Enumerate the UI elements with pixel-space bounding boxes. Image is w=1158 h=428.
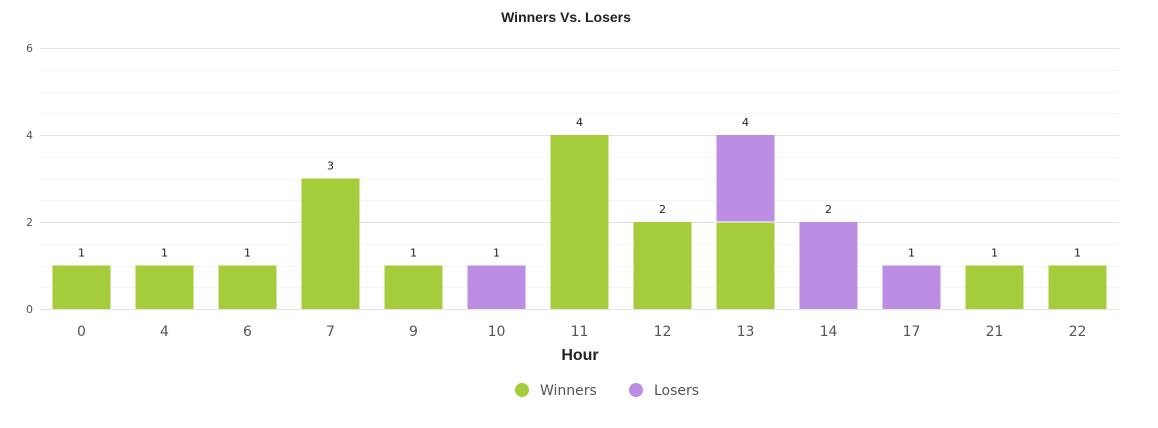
y-tick-label: 4 <box>26 129 33 142</box>
y-axis: 0 2 4 6 <box>26 42 33 316</box>
data-label: 1 <box>410 247 417 260</box>
y-tick-label: 6 <box>26 42 33 55</box>
x-tick-label: 13 <box>737 324 755 340</box>
y-tick-label: 0 <box>26 303 33 316</box>
x-axis-label: Hour <box>561 347 598 364</box>
x-tick-label: 14 <box>820 324 838 340</box>
data-label: 2 <box>825 203 832 216</box>
legend-label-losers: Losers <box>654 383 699 399</box>
legend: Winners Losers <box>515 383 699 399</box>
legend-label-winners: Winners <box>540 383 597 399</box>
data-label: 1 <box>78 247 85 260</box>
x-tick-label: 9 <box>409 324 418 340</box>
data-label: 1 <box>908 247 915 260</box>
x-tick-label: 0 <box>77 324 86 340</box>
data-label: 4 <box>742 116 749 129</box>
bar-winners <box>384 265 443 309</box>
x-tick-label: 4 <box>160 324 169 340</box>
legend-marker-winners <box>515 383 529 397</box>
data-label: 2 <box>659 203 666 216</box>
x-tick-label: 11 <box>571 324 589 340</box>
x-tick-label: 12 <box>654 324 672 340</box>
bar-winners <box>52 265 111 309</box>
bar-winners <box>550 135 609 309</box>
bar-winners <box>633 222 692 309</box>
data-label: 3 <box>327 160 334 173</box>
bar-winners <box>1048 265 1107 309</box>
data-label: 1 <box>493 247 500 260</box>
data-label: 1 <box>244 247 251 260</box>
legend-marker-losers <box>629 383 643 397</box>
data-label: 1 <box>1074 247 1081 260</box>
x-axis: 0 4 6 7 9 10 11 12 13 14 17 21 22 <box>77 324 1086 340</box>
bar-winners <box>965 265 1024 309</box>
bar-winners <box>218 265 277 309</box>
data-label: 1 <box>161 247 168 260</box>
data-label: 1 <box>991 247 998 260</box>
x-tick-label: 10 <box>488 324 506 340</box>
bar-winners <box>716 222 775 309</box>
bar-winners <box>301 178 360 309</box>
x-tick-label: 22 <box>1069 324 1087 340</box>
bar-losers <box>467 265 526 309</box>
bar-losers <box>882 265 941 309</box>
chart-title: Winners Vs. Losers <box>501 9 631 25</box>
y-tick-label: 2 <box>26 216 33 229</box>
bar-winners <box>135 265 194 309</box>
bar-losers <box>799 222 858 309</box>
x-tick-label: 6 <box>243 324 252 340</box>
data-label: 4 <box>576 116 583 129</box>
bars <box>52 135 1107 309</box>
x-tick-label: 17 <box>903 324 921 340</box>
data-labels: 1 1 1 3 1 1 4 2 4 2 1 1 1 <box>78 116 1081 260</box>
x-tick-label: 7 <box>326 324 335 340</box>
x-tick-label: 21 <box>986 324 1004 340</box>
bar-losers <box>716 135 775 222</box>
